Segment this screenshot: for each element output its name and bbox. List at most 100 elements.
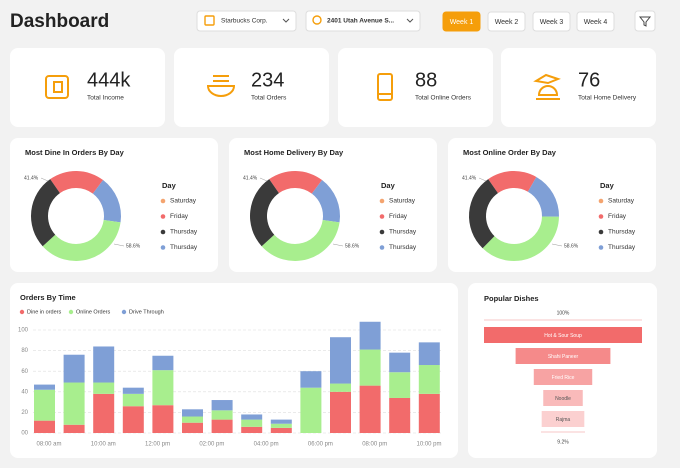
legend-dot <box>379 229 385 235</box>
donut-segment <box>469 179 498 249</box>
bar-segment <box>418 342 440 366</box>
week-label: Week 2 <box>495 19 519 26</box>
week-button[interactable] <box>576 11 615 32</box>
kpi-label: Total Income <box>87 95 124 102</box>
funnel-label: Shahi Paneer <box>548 354 579 360</box>
kpi-icon <box>377 73 393 101</box>
bar-segment <box>241 426 263 433</box>
bar-segment <box>182 409 203 417</box>
bar-segment <box>359 321 381 350</box>
week-label: Week 1 <box>450 19 474 26</box>
legend-dot <box>598 229 604 235</box>
donut-segment <box>30 179 60 247</box>
legend-label: Online Orders <box>76 309 110 315</box>
funnel-label: Fried Rice <box>552 375 575 381</box>
week-label: Week 3 <box>540 19 564 26</box>
location-icon <box>312 15 322 25</box>
chart-title: Most Online Order By Day <box>463 148 557 157</box>
chart-title: Most Dine In Orders By Day <box>25 148 125 157</box>
legend-dot <box>379 214 385 219</box>
legend-label: Drive Through <box>129 309 164 315</box>
bar-segment <box>34 420 55 433</box>
bar-segment <box>63 424 85 433</box>
y-tick-label: 80 <box>21 348 28 354</box>
funnel-bar <box>484 327 642 343</box>
legend-label: Dine in orders <box>27 309 61 315</box>
x-tick-label: 06:00 pm <box>308 442 333 448</box>
week-label: Week 4 <box>584 19 608 26</box>
legend-dot <box>598 198 604 204</box>
funnel-bar <box>515 348 611 364</box>
chevron <box>282 18 290 23</box>
bar-segment <box>418 365 440 394</box>
leader-line <box>332 243 344 247</box>
legend-label: Saturday <box>170 198 197 205</box>
legend-title: Day <box>162 181 177 190</box>
x-tick-label: 04:00 pm <box>254 442 279 448</box>
address: 2401 Utah Avenue S... <box>327 18 394 25</box>
address-select[interactable] <box>305 10 421 32</box>
leader-line <box>551 243 563 247</box>
chevron <box>406 18 414 23</box>
kpi-card <box>10 48 165 127</box>
bar-segment <box>241 419 263 427</box>
company-name: Starbucks Corp. <box>221 18 268 25</box>
bar-segment <box>93 382 115 394</box>
legend-dot <box>19 309 25 315</box>
bar-segment <box>389 397 411 433</box>
x-tick-label: 12:00 pm <box>145 442 170 448</box>
y-tick-label: 60 <box>21 369 28 375</box>
donut-annotation: 41.4% <box>462 175 477 181</box>
donut-annotation: 58.6% <box>564 243 579 249</box>
kpi-value: 76 <box>578 69 600 91</box>
legend-label: Friday <box>608 213 627 220</box>
bar-segment <box>152 405 174 433</box>
bar-segment <box>211 410 233 420</box>
legend-dot <box>160 245 166 250</box>
legend-label: Friday <box>170 213 189 220</box>
kpi-icon <box>206 75 236 97</box>
donut-segment <box>311 180 340 223</box>
chart-title: Popular Dishes <box>484 294 539 303</box>
bar-segment <box>122 393 144 407</box>
bar-segment <box>211 400 233 411</box>
bar-segment <box>359 385 381 433</box>
legend-dot <box>160 198 166 204</box>
week-button[interactable] <box>487 11 526 32</box>
legend-dot <box>379 245 385 250</box>
week-button[interactable] <box>532 11 571 32</box>
donut-annotation: 58.6% <box>126 243 141 249</box>
bar-segment <box>34 389 55 421</box>
week-button[interactable] <box>442 11 481 32</box>
donut-segment <box>249 179 279 247</box>
x-tick-label: 10:00 pm <box>416 442 441 448</box>
legend-title: Day <box>600 181 615 190</box>
legend-dot <box>379 198 385 204</box>
bar-segment <box>359 349 381 386</box>
company-select[interactable] <box>196 10 297 32</box>
bar-segment <box>418 393 440 433</box>
y-tick-label: 100 <box>18 328 29 334</box>
legend-dot <box>598 214 604 219</box>
bar-segment <box>330 391 351 433</box>
y-tick-label: 00 <box>21 431 28 437</box>
bar-segment <box>182 416 203 423</box>
donut-segment <box>261 219 340 261</box>
filter-button[interactable] <box>634 10 656 32</box>
legend-dot <box>160 214 166 219</box>
leader-line <box>113 243 125 247</box>
funnel-label: Noodle <box>555 396 571 402</box>
bar-segment <box>330 337 351 384</box>
kpi-label: Total Orders <box>251 95 287 102</box>
donut-segment <box>488 171 537 194</box>
donut-segment <box>92 180 122 223</box>
funnel-bar <box>543 390 583 406</box>
funnel-label: Hot & Sour Soup <box>544 333 582 339</box>
x-tick-label: 02:00 pm <box>199 442 224 448</box>
legend-label: Thursday <box>170 229 198 236</box>
page-title: Dashboard <box>10 11 109 32</box>
legend-dot <box>598 245 604 250</box>
bar-segment <box>63 382 85 425</box>
leader-line <box>259 177 268 182</box>
